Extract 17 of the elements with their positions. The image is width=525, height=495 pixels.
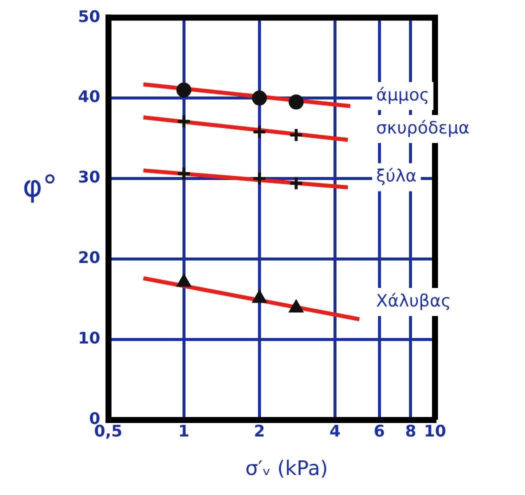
y-tick-label: 10 [78, 328, 100, 348]
y-tick-label: 40 [78, 87, 100, 106]
text: άμμος [376, 85, 430, 106]
y-tick-label: 50 [78, 6, 100, 26]
x-tick-label: 6 [374, 422, 385, 441]
x-tick-label: 4 [329, 422, 341, 441]
x-tick-label: 1 [178, 422, 190, 441]
y-tick-label: 20 [78, 248, 100, 268]
text: Χάλυβας [376, 291, 451, 312]
text: σκυρόδεμα [376, 118, 470, 138]
x-axis-title: σ′ᵥ (kPa) [245, 456, 328, 480]
x-tick-label: 2 [254, 422, 266, 441]
y-axis-title: φ° [22, 169, 58, 204]
x-tick-label: 10 [424, 422, 446, 441]
y-tick-label: 30 [78, 168, 100, 187]
text: ξύλα [376, 166, 417, 187]
x-tick-label: 8 [405, 422, 416, 441]
